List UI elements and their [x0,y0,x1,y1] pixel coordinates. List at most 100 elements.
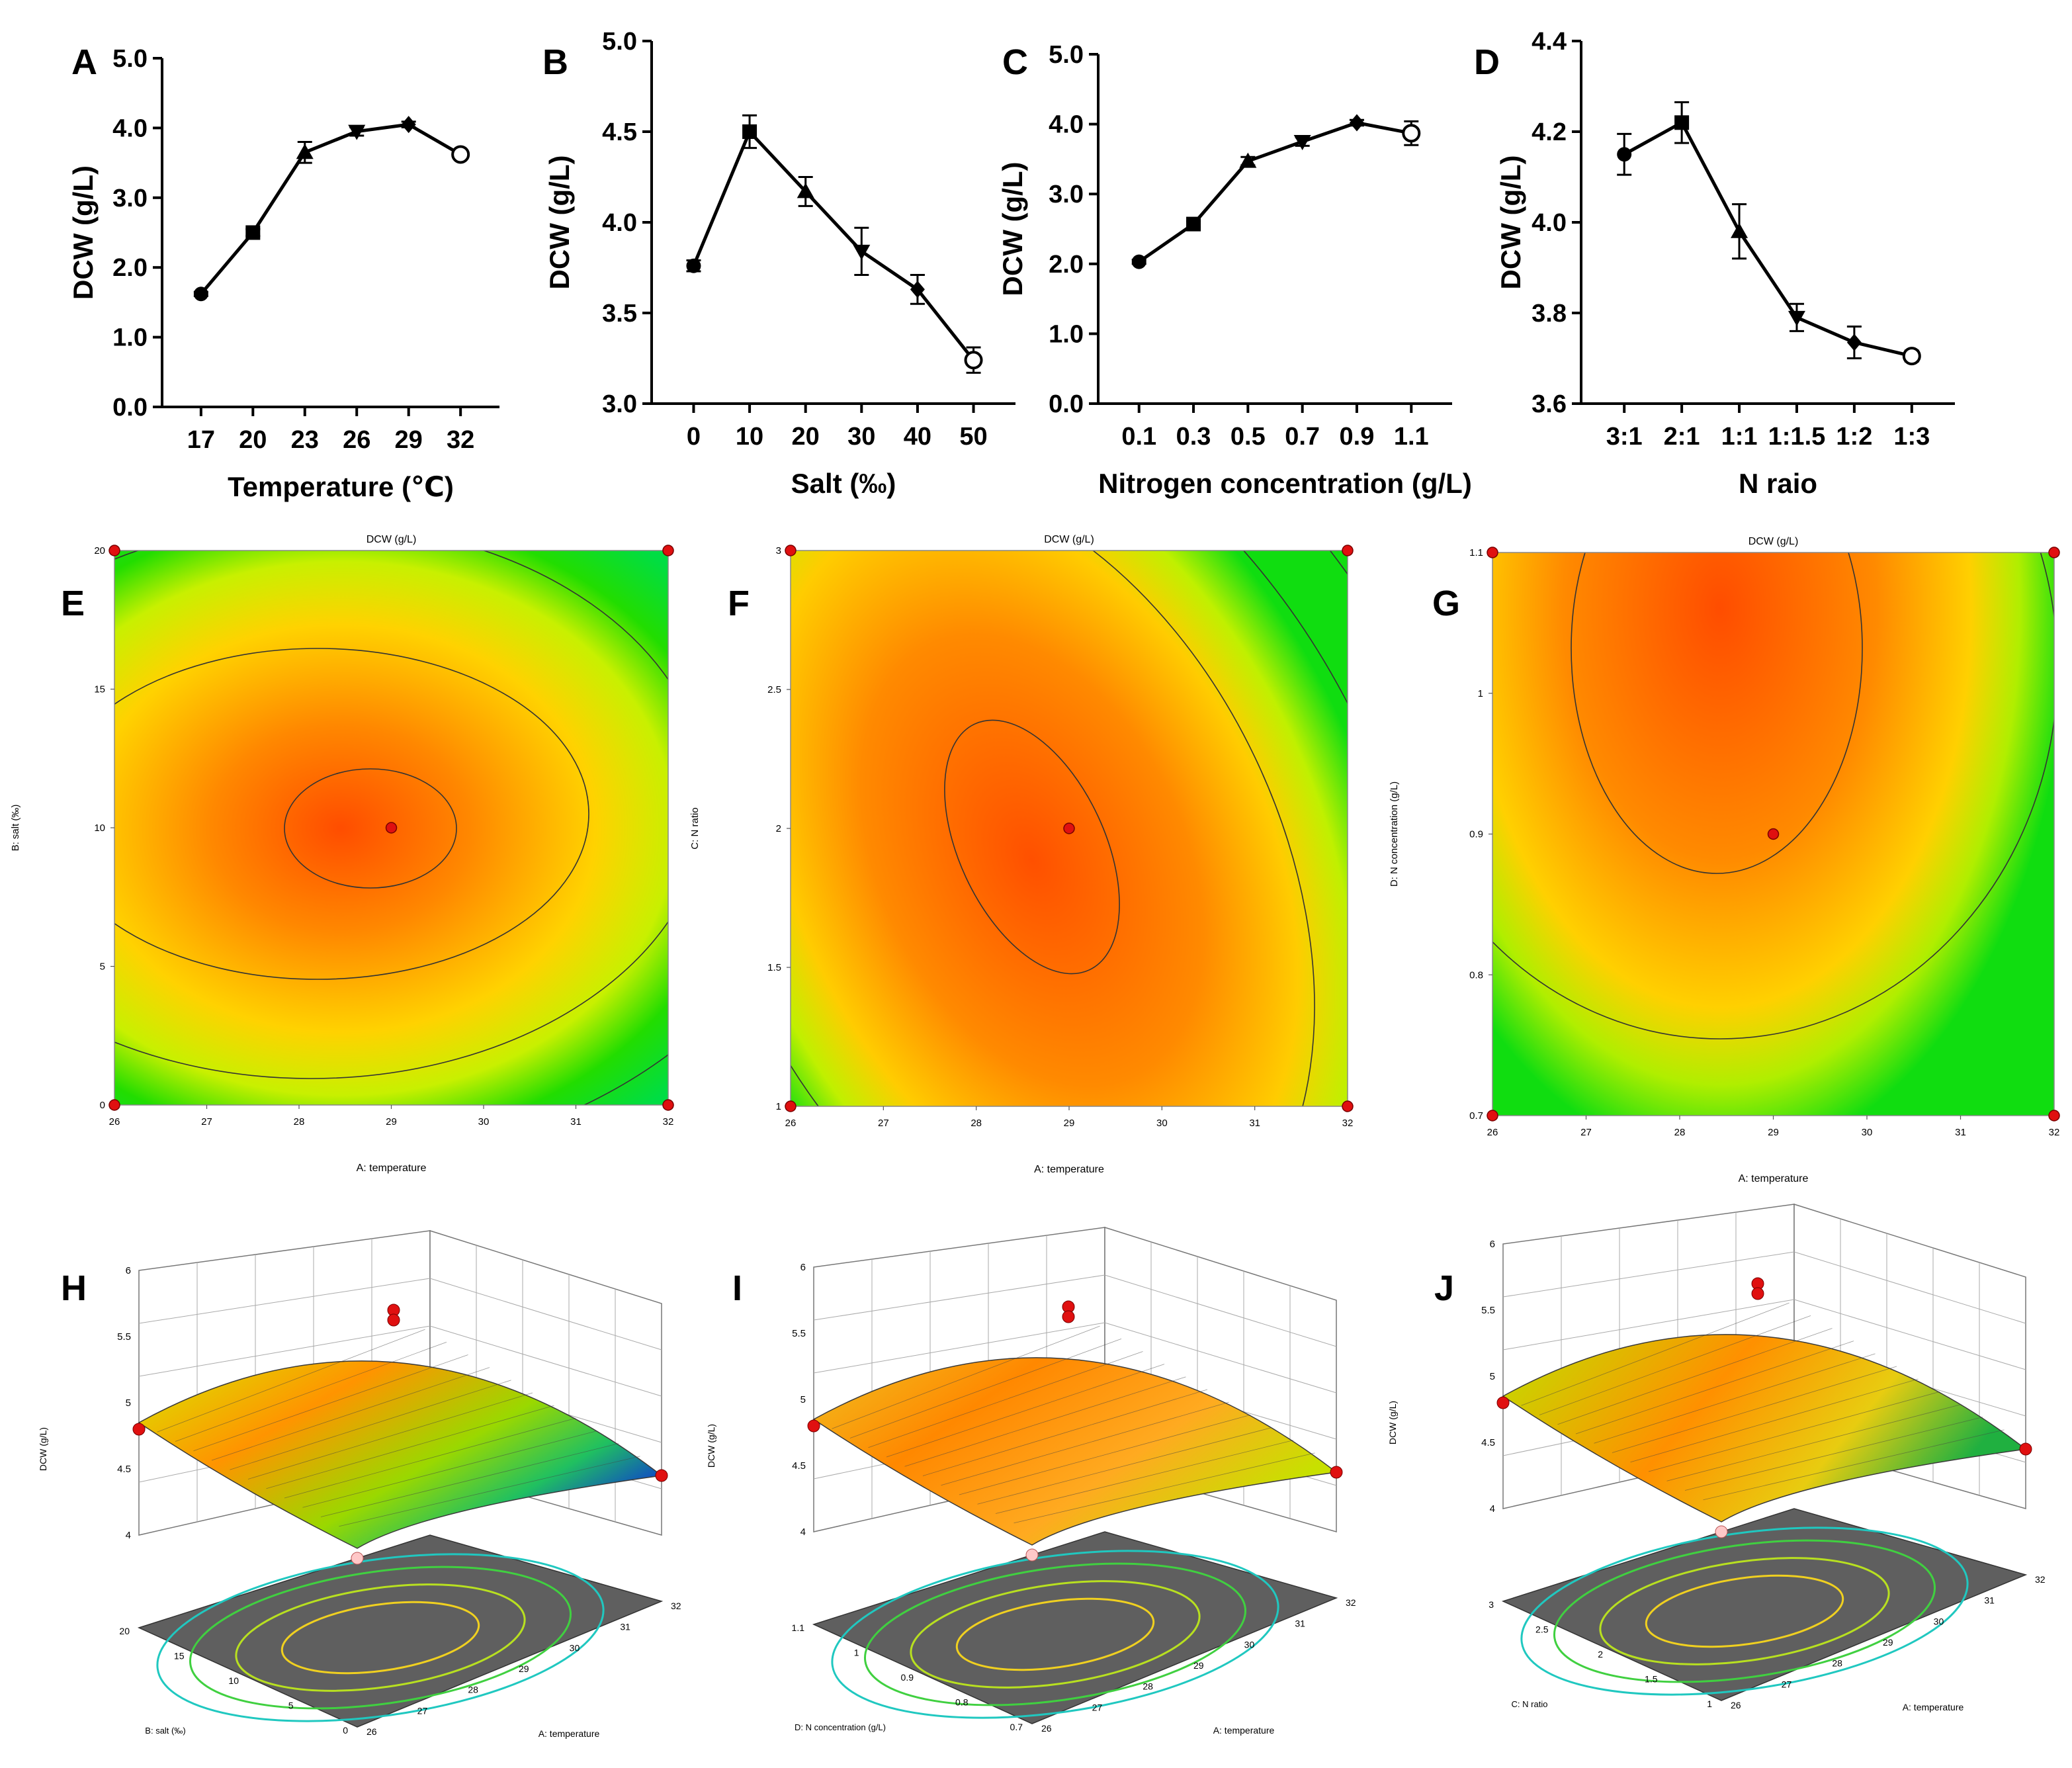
x-tick-label: 0.7 [1285,423,1320,451]
y-tick-label: 2 [1598,1649,1603,1659]
x-tick-label: 23 [291,426,319,454]
surface-mesh-line [211,1367,490,1461]
x-tick-label: 28 [1674,1127,1686,1138]
x-tick-label: 26 [1731,1700,1741,1710]
x-axis-label: A: temperature [539,1728,600,1739]
y-tick-label: 0.8 [1469,969,1483,981]
response-surface [812,1357,1338,1546]
floor-contour [863,1562,1247,1706]
data-point [910,281,925,298]
z-tick-label: 5 [800,1394,806,1405]
x-tick-label: 27 [1092,1702,1103,1712]
x-axis-label: Salt (‰) [791,468,896,499]
y-tick-label: 2.5 [767,684,781,695]
center-point [1062,1310,1075,1323]
x-tick-label: 32 [2035,1574,2046,1585]
z-axis-label: DCW (g/L) [38,1427,48,1471]
y-tick-label: 3 [776,545,781,556]
grid-line [138,1325,431,1377]
y-axis-label: D: N concentration (g/L) [795,1722,886,1732]
x-tick-label: 32 [663,1116,674,1127]
data-point [1902,347,1921,366]
x-tick-label: 29 [1193,1660,1204,1671]
x-tick-label: 3:1 [1606,423,1643,451]
x-tick-label: 26 [343,426,370,454]
center-point [1751,1287,1764,1300]
y-tick-label: 15 [94,684,105,695]
surface-mesh-line [1612,1366,1897,1453]
contour-plot-temperature-n-ratio: DCW (g/L) 26 27 28 29 30 31 32 1 1.5 2 2.5 3 A: tempe… [689,534,1354,1175]
data-point [964,351,983,370]
x-axis-label: A: temperature [1903,1702,1964,1712]
data-point [401,116,416,134]
floor-contour [910,1580,1201,1689]
surface-mesh-line [977,1427,1272,1505]
x-tick-label: 27 [878,1118,889,1129]
x-axis-label: A: temperature [1213,1725,1275,1736]
z-axis-label: DCW (g/L) [1387,1401,1398,1444]
z-tick-label: 5.5 [792,1328,806,1339]
y-tick-label: 1.1 [1469,547,1483,558]
grid-line [1793,1299,2026,1370]
y-tick-label: 1 [776,1101,781,1112]
data-point [451,145,470,164]
y-tick-label: 0.0 [1049,390,1084,418]
y-tick-label: 10 [94,822,105,834]
data-point [797,183,814,199]
y-tick-label: 1.1 [792,1622,805,1633]
y-tick-label: 2 [776,823,781,834]
surface-mesh-line [1703,1429,2005,1501]
surface-mesh-line [832,1325,1100,1429]
x-tick-label: 27 [201,1116,212,1127]
y-axis-label: DCW (g/L) [544,155,575,290]
contour-plot-temperature-n-concentration: DCW (g/L) 26 27 28 29 30 31 32 0.7 0.8 0.9 1 1.1 A: t… [1389,536,2060,1184]
series-line [692,128,975,361]
z-axis-label: DCW (g/L) [706,1424,716,1468]
surface-mesh-line [1557,1328,1833,1425]
data-point [245,225,261,240]
design-point [1342,1100,1354,1112]
design-point [132,1423,146,1436]
y-tick-label: 3.6 [1532,390,1567,418]
surface-mesh-line [959,1414,1251,1495]
x-tick-label: 27 [417,1705,428,1716]
x-tick-label: 30 [1862,1127,1873,1138]
z-tick-label: 4 [1490,1503,1495,1515]
y-tick-label: 0.9 [901,1672,914,1683]
floor-contour [281,1601,480,1675]
floor-contour [1599,1557,1890,1665]
x-tick-label: 31 [1955,1127,1966,1138]
line-chart-n-ratio: 3.6 3.8 4.0 4.2 4.4 3:1 2:1 1:1 1:1.5 1:2 1:3 N rai… [1495,28,1955,499]
x-tick-label: 32 [2049,1127,2060,1138]
y-tick-label: 4.0 [112,114,148,142]
x-tick-label: 29 [1064,1118,1075,1129]
y-tick-label: 3 [1489,1599,1494,1610]
grid-line [429,1278,662,1350]
z-tick-label: 5.5 [1481,1305,1495,1316]
floor-contour [831,1550,1279,1719]
surface-plot-temperature-n-concentration: 4 4.5 5 5.5 6 DCW (g/L) 26 27 28 29 30 31 32 A: tempe… [706,1226,1356,1736]
y-tick-label: 15 [174,1651,185,1661]
x-tick-label: 30 [847,423,875,451]
y-tick-label: 0.8 [955,1697,969,1708]
x-tick-label: 31 [1249,1118,1260,1129]
y-tick-label: 10 [228,1675,239,1686]
design-point [1496,1396,1510,1409]
x-tick-label: 30 [1156,1118,1168,1129]
svg-text:G: G [1432,584,1460,623]
y-tick-label: 2.0 [112,254,148,282]
surface-mesh-line [849,1338,1122,1438]
x-tick-label: 10 [736,423,763,451]
contour-line [284,768,457,889]
series-line [1138,120,1412,263]
data-point [1788,310,1805,326]
x-tick-label: 28 [468,1685,478,1695]
x-tick-label: 0.1 [1121,423,1156,451]
y-tick-label: 4.4 [1532,28,1567,56]
z-tick-label: 6 [1490,1239,1495,1250]
floor-contour [189,1566,572,1710]
x-tick-label: 31 [1984,1595,1995,1606]
surface-mesh-line [941,1401,1229,1486]
y-axis-label: C: N ratio [1512,1699,1548,1709]
x-tick-label: 0.3 [1176,423,1211,451]
